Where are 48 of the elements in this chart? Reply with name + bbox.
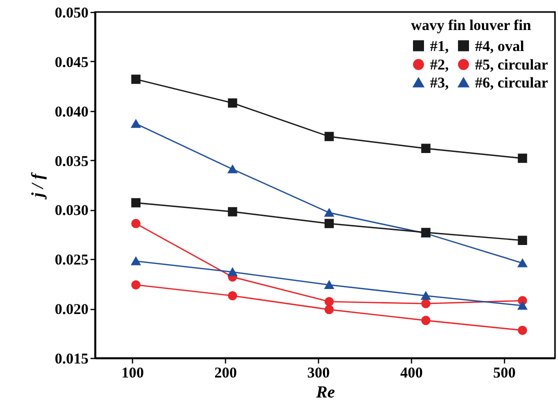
point xyxy=(228,268,238,276)
legend-label: #4, oval xyxy=(475,38,524,55)
y-tick-label: 0.020 xyxy=(54,302,88,318)
y-tick-label: 0.030 xyxy=(54,203,88,220)
point xyxy=(518,236,528,245)
x-tick-label: 300 xyxy=(307,366,330,382)
y-tick-label: 0.040 xyxy=(54,104,88,120)
point xyxy=(228,291,238,300)
point xyxy=(228,207,238,216)
x-tick-label: 200 xyxy=(214,366,237,382)
y-axis-title: j / f xyxy=(28,171,47,200)
point xyxy=(131,280,141,290)
x-tick-label: 100 xyxy=(121,366,144,382)
point xyxy=(324,208,334,217)
legend-label: #6, circular xyxy=(475,76,548,92)
point xyxy=(131,198,141,208)
point xyxy=(131,218,141,228)
point xyxy=(421,299,430,308)
legend-label: #1, xyxy=(430,38,449,55)
x-tick-label: 500 xyxy=(493,366,516,382)
point xyxy=(421,292,430,300)
x-axis-title: Re xyxy=(315,382,336,402)
point xyxy=(131,120,141,128)
point xyxy=(228,165,238,174)
point xyxy=(518,302,528,310)
point xyxy=(324,297,334,306)
point xyxy=(421,144,430,154)
point xyxy=(518,326,528,335)
x-tick-label: 400 xyxy=(400,366,423,382)
point xyxy=(324,218,334,228)
point xyxy=(131,257,141,266)
legend-title: wavy fin louver fin xyxy=(411,18,532,34)
point xyxy=(228,98,238,108)
point xyxy=(421,316,430,326)
y-tick-label: 0.045 xyxy=(54,54,88,71)
point xyxy=(518,154,528,163)
point xyxy=(518,258,528,268)
y-tick-label: 0.025 xyxy=(54,252,88,269)
point xyxy=(131,74,141,84)
y-tick-label: 0.015 xyxy=(54,352,88,368)
legend-label: #5, circular xyxy=(475,58,548,74)
point xyxy=(324,280,334,289)
y-tick-label: 0.035 xyxy=(54,154,88,170)
y-tick-label: 0.050 xyxy=(54,6,88,22)
point xyxy=(324,304,334,314)
legend-label: #3, xyxy=(430,76,449,92)
legend-label: #2, xyxy=(430,58,449,74)
point xyxy=(324,132,334,142)
